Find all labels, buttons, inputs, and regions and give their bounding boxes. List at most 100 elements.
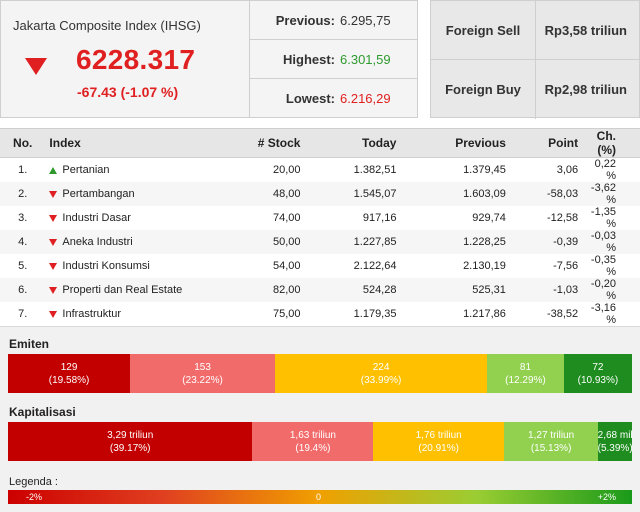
index-name[interactable]: Properti dan Real Estate xyxy=(62,284,183,296)
cell-previous: 525,31 xyxy=(400,278,510,302)
cell-no: 7. xyxy=(0,302,46,326)
down-triangle-icon xyxy=(49,262,58,270)
cell-index: Pertambangan xyxy=(45,182,248,206)
table-row[interactable]: 1. Pertanian 20,00 1.382,51 1.379,45 3,06 0,22… xyxy=(0,157,640,182)
cell-today: 2.122,64 xyxy=(304,254,401,278)
cell-previous: 1.379,45 xyxy=(400,157,510,182)
kapitalisasi-title: Kapitalisasi xyxy=(9,405,76,419)
cell-change: -3,16 % xyxy=(582,302,640,326)
kapitalisasi-segment-percent: (15.13%) xyxy=(530,442,572,454)
foreign-buy-value: Rp2,98 triliun xyxy=(544,82,627,97)
kapitalisasi-segment-percent: (20.91%) xyxy=(418,442,459,454)
cell-previous: 1.603,09 xyxy=(400,182,510,206)
emiten-bar: 129 (19.58%) 153 (23.22%) 224 (33.99%) 81 (12.2… xyxy=(8,354,632,393)
cell-change: -3,62 % xyxy=(582,182,640,206)
column-header-today[interactable]: Today xyxy=(304,128,401,158)
kapitalisasi-segment-value: 1,76 triliun xyxy=(415,429,462,441)
stat-label: Previous: xyxy=(275,12,335,28)
table-row[interactable]: 4. Aneka Industri 50,00 1.227,85 1.228,25 -0,… xyxy=(0,230,640,254)
column-header-previous[interactable]: Previous xyxy=(400,128,510,158)
cell-point: -1,03 xyxy=(509,278,583,302)
market-breadth-panel: Emiten 129 (19.58%) 153 (23.22%) 224 (33.99%)… xyxy=(0,326,640,512)
cell-no: 1. xyxy=(0,157,46,182)
column-header-change[interactable]: Ch. (%) xyxy=(582,128,640,158)
table-row[interactable]: 6. Properti dan Real Estate 82,00 524,28 525… xyxy=(0,278,640,302)
cell-stock: 20,00 xyxy=(247,157,305,182)
stat-highest: Highest: 6.301,59 xyxy=(250,40,418,79)
foreign-trade-card: Foreign Sell Rp3,58 triliun Foreign Buy … xyxy=(430,0,640,119)
cell-previous: 1.228,25 xyxy=(400,230,510,254)
stat-value: 6.295,75 xyxy=(340,12,391,28)
cell-today: 1.227,85 xyxy=(304,230,401,254)
ihsg-title: Jakarta Composite Index (IHSG) xyxy=(13,18,201,33)
column-header-index[interactable]: Index xyxy=(45,128,248,158)
stat-label: Highest: xyxy=(283,51,335,67)
index-name[interactable]: Infrastruktur xyxy=(62,308,122,320)
column-header-point[interactable]: Point xyxy=(509,128,583,158)
legend-mid: 0 xyxy=(316,492,322,502)
index-name[interactable]: Industri Konsumsi xyxy=(62,260,150,272)
foreign-sell-row: Foreign Sell Rp3,58 triliun xyxy=(431,1,640,60)
legend-min: -2% xyxy=(26,492,43,502)
index-name[interactable]: Aneka Industri xyxy=(62,236,133,248)
kapitalisasi-segment-percent: (5.39%) xyxy=(598,442,632,454)
index-name[interactable]: Industri Dasar xyxy=(62,212,131,224)
kapitalisasi-segment: 1,76 triliun (20.91%) xyxy=(373,422,504,461)
cell-no: 6. xyxy=(0,278,46,302)
cell-no: 3. xyxy=(0,206,46,230)
emiten-title: Emiten xyxy=(9,337,50,351)
cell-index: Industri Dasar xyxy=(45,206,248,230)
cell-index: Properti dan Real Estate xyxy=(45,278,248,302)
kapitalisasi-segment-value: 3,29 triliun xyxy=(107,429,154,441)
table-row[interactable]: 7. Infrastruktur 75,00 1.179,35 1.217,86 -38,… xyxy=(0,302,640,326)
kapitalisasi-segment: 452,68 miliar(5.39%) xyxy=(598,422,632,461)
cell-point: -7,56 xyxy=(509,254,583,278)
cell-no: 5. xyxy=(0,254,46,278)
cell-stock: 54,00 xyxy=(247,254,305,278)
ihsg-value: 6228.317 xyxy=(76,44,196,75)
cell-today: 1.545,07 xyxy=(304,182,401,206)
cell-stock: 75,00 xyxy=(247,302,305,326)
emiten-segment-percent: (12.29%) xyxy=(505,374,546,386)
cell-change: 0,22 % xyxy=(582,157,640,182)
down-triangle-icon xyxy=(49,190,58,198)
cell-today: 1.382,51 xyxy=(304,157,401,182)
column-header-no[interactable]: No. xyxy=(0,128,46,158)
foreign-buy-label: Foreign Buy xyxy=(431,60,536,119)
kapitalisasi-segment-value: 452,68 miliar xyxy=(598,429,632,441)
index-name[interactable]: Pertanian xyxy=(62,164,110,176)
stat-value: 6.216,29 xyxy=(340,91,391,106)
emiten-segment: 72 (10.93%) xyxy=(563,354,632,393)
foreign-sell-value: Rp3,58 triliun xyxy=(544,22,627,38)
ihsg-change: -67.43 (-1.07 %) xyxy=(77,84,179,100)
legend-title: Legenda : xyxy=(9,476,58,488)
cell-point: -0,39 xyxy=(509,230,583,254)
index-name[interactable]: Pertambangan xyxy=(62,188,135,200)
cell-today: 917,16 xyxy=(304,206,401,230)
table-row[interactable]: 3. Industri Dasar 74,00 917,16 929,74 -12,58-… xyxy=(0,206,640,230)
kapitalisasi-segment-percent: (19.4%) xyxy=(295,442,331,454)
stat-label: Lowest: xyxy=(285,91,335,106)
cell-today: 524,28 xyxy=(304,278,401,302)
down-triangle-icon xyxy=(49,238,58,246)
legend-max: +2% xyxy=(597,492,616,502)
emiten-segment: 81 (12.29%) xyxy=(487,354,564,393)
ihsg-stats-card: Previous: 6.295,75 Highest: 6.301,59 Low… xyxy=(250,0,418,118)
table-row[interactable]: 2. Pertambangan 48,00 1.545,07 1.603,09 -58,0… xyxy=(0,182,640,206)
kapitalisasi-segment: 1,27 triliun (15.13%) xyxy=(503,422,599,461)
emiten-segment-percent: (23.22%) xyxy=(182,374,223,386)
stat-value: 6.301,59 xyxy=(340,51,391,67)
cell-point: 3,06 xyxy=(509,157,583,182)
table-row[interactable]: 5. Industri Konsumsi 54,00 2.122,64 2.130,19… xyxy=(0,254,640,278)
column-header-stock[interactable]: # Stock xyxy=(247,128,305,158)
cell-stock: 50,00 xyxy=(247,230,305,254)
cell-point: -12,58 xyxy=(509,206,583,230)
kapitalisasi-segment: 3,29 triliun (39.17%) xyxy=(8,422,253,461)
up-triangle-icon xyxy=(49,166,58,174)
cell-index: Industri Konsumsi xyxy=(45,254,248,278)
cell-point: -38,52 xyxy=(509,302,583,326)
foreign-buy-row: Foreign Buy Rp2,98 triliun xyxy=(431,60,640,119)
emiten-segment-percent: (33.99%) xyxy=(360,374,402,386)
cell-index: Aneka Industri xyxy=(45,230,248,254)
cell-index: Infrastruktur xyxy=(45,302,248,326)
